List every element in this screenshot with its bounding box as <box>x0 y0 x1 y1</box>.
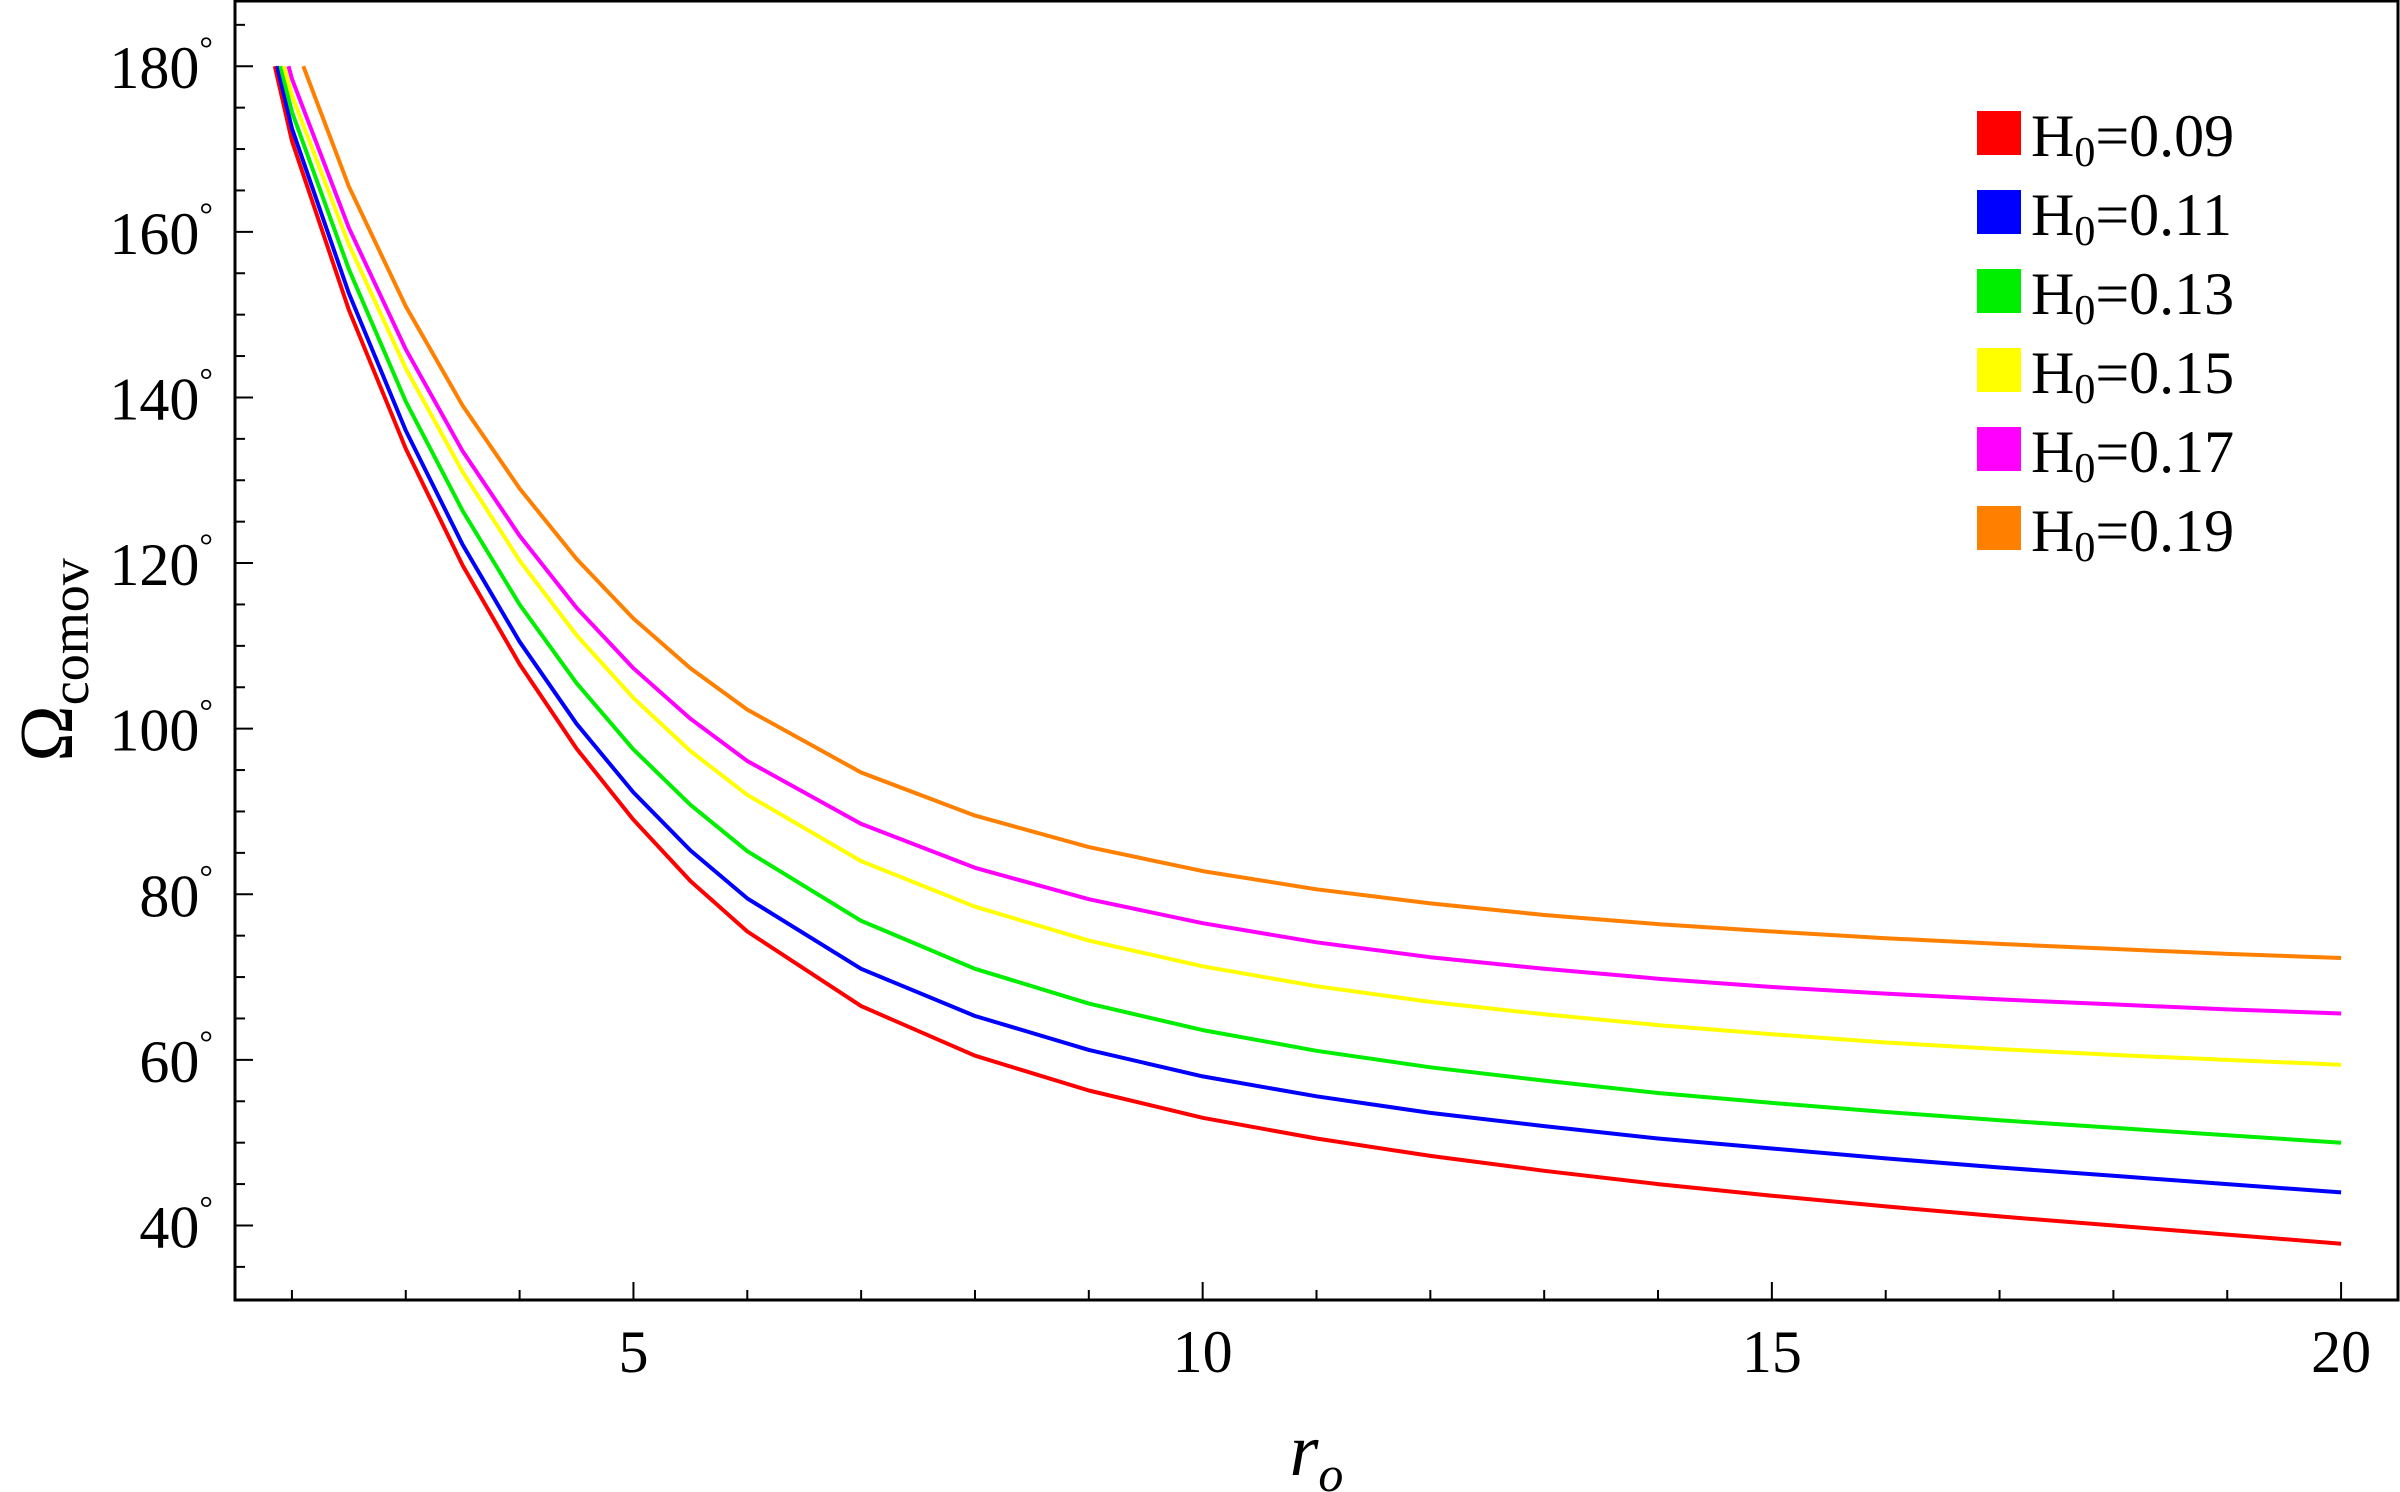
legend-swatch <box>1977 269 2021 313</box>
legend-label: H0=0.19 <box>2031 498 2234 571</box>
y-axis-label: Ωcomov <box>5 558 100 761</box>
legend-swatch <box>1977 506 2021 550</box>
y-tick-label: 40° <box>139 1190 213 1260</box>
legend: H0=0.09H0=0.11H0=0.13H0=0.15H0=0.17H0=0.… <box>1977 103 2234 571</box>
legend-swatch <box>1977 111 2021 155</box>
legend-item: H0=0.19 <box>1977 498 2234 571</box>
legend-swatch <box>1977 348 2021 392</box>
legend-item: H0=0.09 <box>1977 103 2234 176</box>
axis-ticks <box>235 23 2343 1300</box>
series-line <box>278 65 2342 1145</box>
y-tick-label: 100° <box>109 694 213 764</box>
legend-label: H0=0.13 <box>2031 261 2234 334</box>
y-tick-label: 140° <box>109 362 213 432</box>
tick-labels: 5 10 15 20 40° 60° 80° 100° 120° 140° 160° 180° <box>109 31 2371 1385</box>
legend-label: H0=0.09 <box>2031 103 2234 176</box>
y-tick-label: 180° <box>109 31 213 101</box>
y-tick-label: 80° <box>139 859 213 929</box>
legend-swatch <box>1977 427 2021 471</box>
x-tick-label: 10 <box>1173 1319 1233 1385</box>
x-tick-label: 5 <box>618 1319 648 1385</box>
series-lines <box>272 65 2342 1246</box>
series-line <box>301 65 2342 960</box>
y-tick-label: 60° <box>139 1025 213 1095</box>
legend-item: H0=0.17 <box>1977 419 2234 492</box>
legend-label: H0=0.11 <box>2031 182 2232 255</box>
y-axis-label-sub: comov <box>40 558 100 705</box>
x-axis-label-sub: o <box>1318 1446 1343 1492</box>
x-tick-label: 20 <box>2311 1319 2371 1385</box>
series-line <box>282 65 2342 1067</box>
y-tick-label: 120° <box>109 528 213 598</box>
y-tick-label: 160° <box>109 197 213 267</box>
plot-frame <box>233 0 2400 1302</box>
x-axis-label-main: r <box>1290 1410 1320 1492</box>
y-axis-label-main: Ω <box>5 705 89 761</box>
x-axis-label: ro <box>1290 1410 1344 1492</box>
legend-item: H0=0.13 <box>1977 261 2234 334</box>
series-line <box>272 65 2342 1246</box>
legend-swatch <box>1977 190 2021 234</box>
series-line <box>275 65 2342 1195</box>
legend-label: H0=0.17 <box>2031 419 2234 492</box>
legend-label: H0=0.15 <box>2031 340 2234 413</box>
legend-item: H0=0.15 <box>1977 340 2234 413</box>
series-line <box>286 65 2342 1016</box>
legend-item: H0=0.11 <box>1977 182 2232 255</box>
x-tick-label: 15 <box>1742 1319 1802 1385</box>
